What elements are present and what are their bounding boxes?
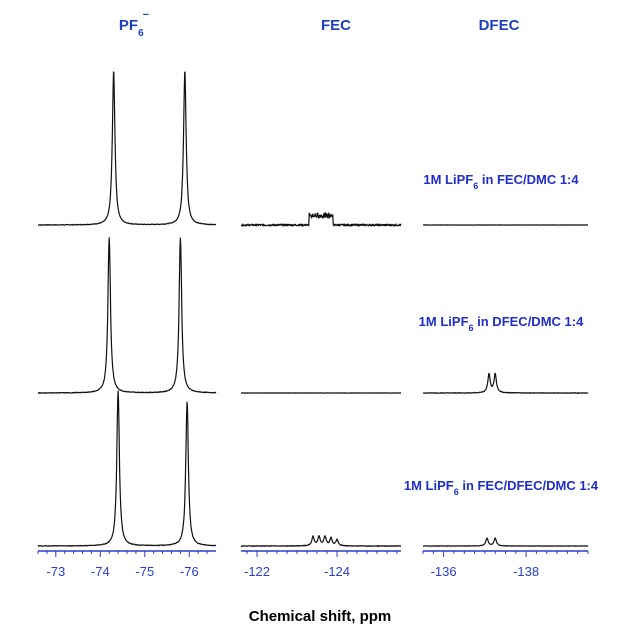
condition-label-1: 1M LiPF6 in FEC/DMC 1:4 <box>423 172 579 191</box>
tick-label-pf6: -74 <box>91 564 110 579</box>
spectrum-fec-row-3 <box>240 535 402 547</box>
column-titles: PF6− FEC DFEC <box>119 9 520 39</box>
x-axis-title: Chemical shift, ppm <box>249 608 392 625</box>
spectrum-dfec-row-2 <box>422 372 589 394</box>
condition-label-3: 1M LiPF6 in FEC/DFEC/DMC 1:4 <box>404 478 599 497</box>
tick-label-pf6: -75 <box>135 564 154 579</box>
tick-label-fec: -122 <box>244 564 270 579</box>
spectrum-fec-row-1 <box>240 212 402 227</box>
spectrum-pf6-row-1 <box>37 71 217 226</box>
column-title-fec: FEC <box>321 17 351 34</box>
condition-labels: 1M LiPF6 in FEC/DMC 1:4 1M LiPF6 in DFEC/… <box>404 172 599 497</box>
x-axes: -73 -74 -75 -76 -122 -124 -136 -138 <box>37 550 589 579</box>
tick-label-dfec: -138 <box>513 564 539 579</box>
tick-label-fec: -124 <box>324 564 350 579</box>
tick-label-dfec: -136 <box>431 564 457 579</box>
spectrum-dfec-row-3 <box>422 537 589 547</box>
column-title-pf6: PF6− <box>119 9 149 39</box>
condition-label-2: 1M LiPF6 in DFEC/DMC 1:4 <box>419 314 584 333</box>
spectrum-pf6-row-3 <box>37 390 217 547</box>
spectra-traces <box>37 71 589 547</box>
column-title-dfec: DFEC <box>479 17 520 34</box>
tick-label-pf6: -73 <box>46 564 65 579</box>
tick-label-pf6: -76 <box>180 564 199 579</box>
spectrum-pf6-row-2 <box>37 237 217 394</box>
